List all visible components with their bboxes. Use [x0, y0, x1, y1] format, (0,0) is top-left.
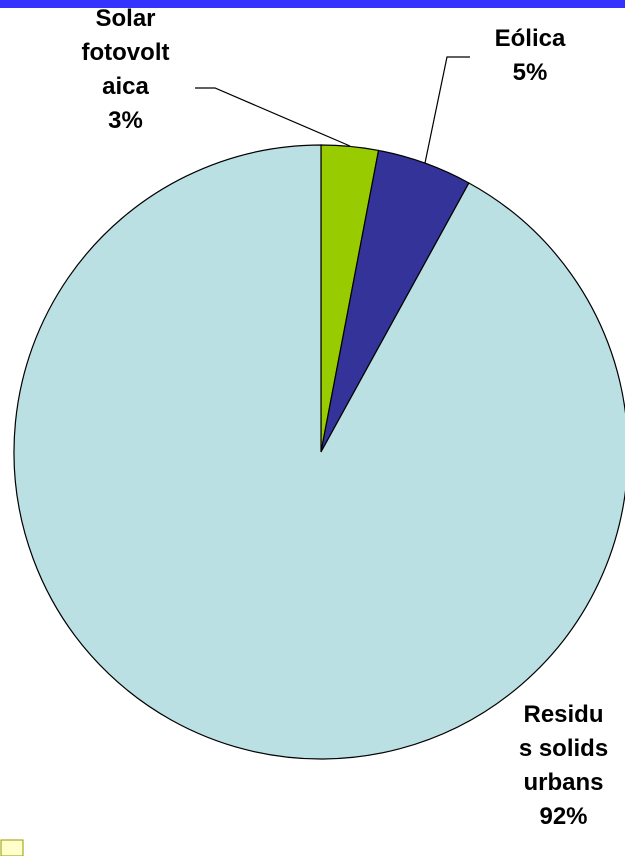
pie [13, 144, 625, 760]
leader-line [195, 87, 351, 147]
slice-label: Eólica 5% [480, 22, 580, 90]
category-label: Residus solids urbans [518, 701, 609, 796]
pie-slice [13, 144, 625, 760]
corner-box [0, 839, 24, 856]
value-label: 3% [108, 107, 143, 134]
top-bar [0, 0, 625, 8]
category-label: Eólica [494, 25, 566, 52]
slice-label: Residus solids urbans 92% [518, 698, 609, 834]
category-label: Solar fotovoltaica [81, 5, 170, 100]
value-label: 92% [539, 803, 588, 830]
value-label: 5% [512, 59, 548, 86]
leader-line [424, 56, 470, 164]
slice-label: Solar fotovoltaica 3% [78, 2, 173, 138]
